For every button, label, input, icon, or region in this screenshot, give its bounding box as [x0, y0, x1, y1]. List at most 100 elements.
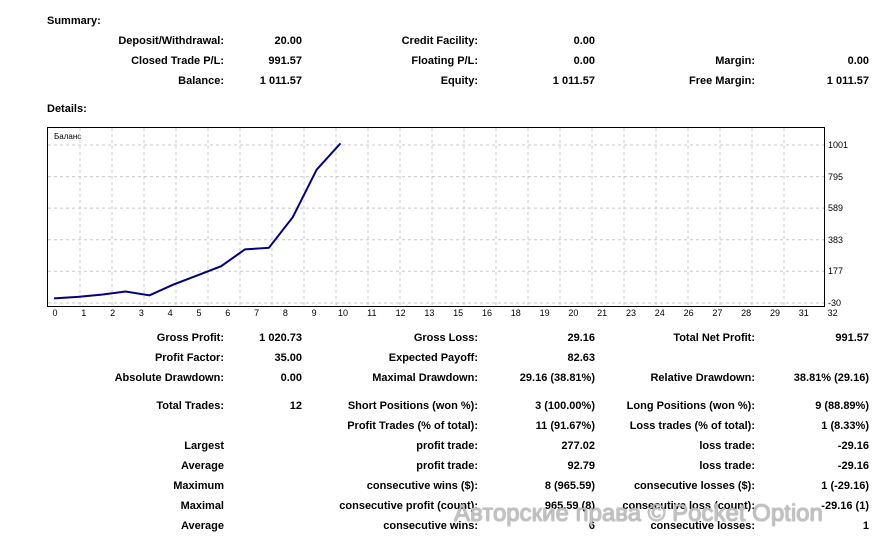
details-label: Total Trades: [156, 400, 224, 412]
details-label: Short Positions (won %): [347, 400, 478, 412]
x-tick-label: 2 [110, 308, 116, 318]
details-label: profit trade: [416, 440, 478, 452]
x-tick-label: 4 [167, 308, 173, 318]
details-value: 1 (-29.16) [821, 480, 869, 492]
x-tick-label: 5 [196, 308, 202, 318]
details-value: 0.00 [280, 372, 302, 384]
x-tick-label: 13 [424, 308, 435, 318]
x-tick-label: 29 [769, 308, 780, 318]
summary-value: 0.00 [847, 55, 869, 67]
summary-value: 1 011.57 [259, 75, 302, 87]
details-label: Maximum [173, 480, 224, 492]
details-label: Relative Drawdown: [650, 372, 755, 384]
x-tick-label: 23 [625, 308, 636, 318]
details-value: 1 [862, 520, 869, 532]
details-value: 82.63 [567, 352, 595, 364]
x-tick-label: 10 [337, 308, 348, 318]
x-tick-label: 8 [282, 308, 288, 318]
x-tick-label: 19 [539, 308, 550, 318]
details-label: consecutive profit (count): [339, 500, 478, 512]
x-tick-label: 27 [712, 308, 723, 318]
details-value: -29.16 [837, 460, 869, 472]
summary-value: 1 011.57 [826, 75, 869, 87]
summary-title: Summary: [47, 15, 101, 27]
x-tick-label: 6 [225, 308, 231, 318]
details-value: 6 [588, 520, 595, 532]
details-label: Long Positions (won %): [626, 400, 755, 412]
x-tick-label: 15 [453, 308, 464, 318]
details-label: Average [180, 460, 224, 472]
x-tick-label: 0 [52, 308, 58, 318]
summary-value: 0.00 [573, 55, 595, 67]
summary-label: Balance: [178, 75, 224, 87]
details-value: 11 (91.67%) [535, 420, 595, 432]
x-tick-label: 1 [81, 308, 87, 318]
details-label: consecutive wins: [383, 520, 478, 532]
details-value: 3 (100.00%) [535, 400, 595, 412]
details-label: Profit Factor: [154, 352, 224, 364]
details-label: Expected Payoff: [388, 352, 478, 364]
x-tick-label: 20 [568, 308, 579, 318]
summary-label: Floating P/L: [411, 55, 478, 67]
summary-value: 0.00 [573, 35, 595, 47]
details-label: Largest [184, 440, 224, 452]
balance-line [53, 142, 342, 300]
details-label: Loss trades (% of total): [629, 420, 755, 432]
details-label: Average [180, 520, 224, 532]
details-label: loss trade: [699, 440, 755, 452]
x-tick-label: 11 [367, 308, 377, 318]
details-value: 92.79 [567, 460, 595, 472]
summary-label: Margin: [715, 55, 755, 67]
x-tick-label: 16 [481, 308, 492, 318]
details-label: consecutive loss (count): [622, 500, 755, 512]
x-tick-label: 26 [683, 308, 694, 318]
x-tick-label: 12 [395, 308, 406, 318]
x-tick-label: 32 [827, 308, 838, 318]
details-value: 1 (8.33%) [821, 420, 869, 432]
summary-value: 991.57 [268, 55, 302, 67]
details-label: Maximal [180, 500, 224, 512]
details-value: 12 [289, 400, 302, 412]
details-label: Absolute Drawdown: [114, 372, 224, 384]
details-label: consecutive wins ($): [366, 480, 478, 492]
details-label: Profit Trades (% of total): [347, 420, 478, 432]
details-value: 29.16 [567, 332, 595, 344]
details-label: Total Net Profit: [673, 332, 755, 344]
details-value: 29.16 (38.81%) [519, 372, 595, 384]
summary-label: Equity: [440, 75, 478, 87]
x-tick-label: 7 [254, 308, 260, 318]
details-value: 8 (965.59) [544, 480, 595, 492]
y-tick-label: -30 [828, 298, 842, 308]
x-tick-label: 28 [741, 308, 752, 318]
balance-chart-svg: Баланс [48, 128, 824, 306]
details-value: 35.00 [274, 352, 302, 364]
details-value: 38.81% (29.16) [793, 372, 869, 384]
x-tick-label: 9 [311, 308, 317, 318]
details-label: Maximal Drawdown: [372, 372, 478, 384]
summary-label: Closed Trade P/L: [131, 55, 224, 67]
details-value: -29.16 [837, 440, 869, 452]
y-tick-label: 589 [828, 203, 844, 214]
details-value: 965.59 (8) [544, 500, 595, 512]
details-value: 991.57 [835, 332, 869, 344]
y-tick-label: 1001 [828, 140, 849, 150]
balance-chart: Баланс [47, 127, 825, 307]
chart-title: Баланс [54, 132, 81, 141]
x-tick-label: 3 [138, 308, 144, 318]
y-tick-label: 383 [828, 234, 844, 245]
y-tick-label: 177 [828, 266, 844, 277]
x-tick-label: 31 [798, 308, 809, 318]
details-label: loss trade: [699, 460, 755, 472]
copyright-watermark: Авторские права © Pocket Option [454, 500, 823, 527]
details-label: consecutive losses ($): [633, 480, 755, 492]
details-value: 1 020.73 [259, 332, 302, 344]
details-label: Gross Loss: [413, 332, 478, 344]
details-title: Details: [47, 103, 87, 115]
details-value: 9 (88.89%) [815, 400, 869, 412]
summary-value: 20.00 [274, 35, 302, 47]
x-tick-label: 18 [510, 308, 521, 318]
x-tick-label: 21 [597, 308, 608, 318]
details-value: -29.16 (1) [821, 500, 869, 512]
x-tick-label: 24 [654, 308, 665, 318]
summary-label: Free Margin: [688, 75, 755, 87]
